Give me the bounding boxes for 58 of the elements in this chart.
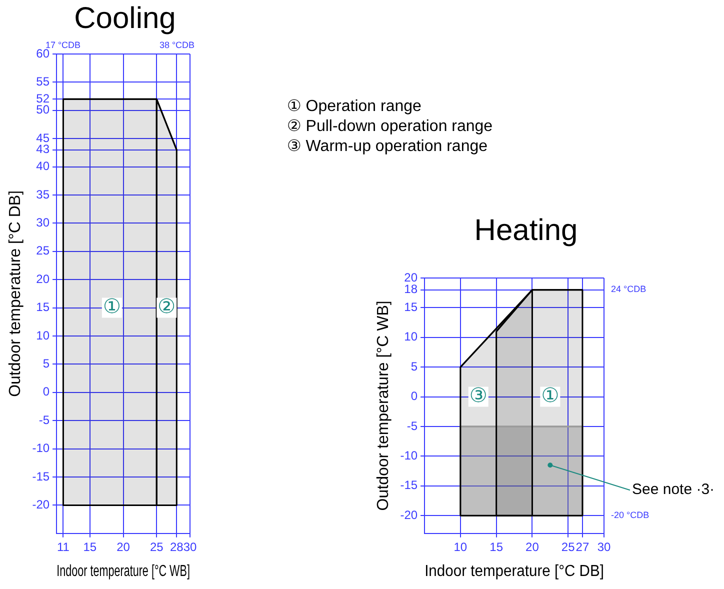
- text: ③ Warm-up operation range: [287, 137, 488, 156]
- y-tick-label: 5: [42, 356, 50, 371]
- y-tick-label: 20: [404, 270, 418, 284]
- annotation: ①: [541, 382, 560, 407]
- y-tick-label: 20: [36, 272, 50, 286]
- x-tick-label: 20: [116, 540, 130, 554]
- chart-title: Heating: [473, 214, 579, 248]
- x-tick-label: 20: [526, 540, 540, 554]
- text: 24 °CDB: [611, 284, 646, 295]
- x-tick-label: 25: [150, 540, 164, 554]
- text: 17 °CDB: [45, 40, 82, 50]
- y-tick-label: 15: [404, 300, 418, 314]
- y-tick-label: 50: [36, 102, 50, 117]
- y-tick-label: -15: [32, 469, 50, 484]
- x-tick-label: 30: [183, 540, 197, 554]
- y-tick-label: -5: [406, 418, 418, 433]
- y-tick-label: 43: [36, 142, 50, 156]
- annotation: ②: [158, 294, 176, 318]
- x-tick-label: 30: [597, 540, 611, 554]
- y-tick-label: 40: [36, 159, 50, 174]
- text: ① Operation range: [287, 97, 422, 116]
- y-tick-label: 18: [404, 282, 418, 296]
- y-tick-label: 55: [36, 74, 50, 89]
- y-tick-label: -10: [32, 441, 50, 456]
- y-axis-title: Outdoor temperature [°C DB]: [7, 190, 24, 397]
- y-tick-label: -15: [400, 478, 418, 492]
- y-tick-label: -20: [400, 508, 418, 522]
- y-tick-label: 5: [410, 359, 418, 374]
- y-tick-label: -5: [38, 412, 50, 427]
- chart-title: Cooling: [73, 2, 177, 36]
- y-tick-label: -20: [32, 498, 50, 512]
- y-tick-label: 10: [36, 328, 50, 342]
- x-axis-title: Indoor temperature [°C WB]: [56, 562, 190, 580]
- x-tick-label: 10: [454, 540, 468, 554]
- x-tick-label: 15: [83, 540, 97, 554]
- x-axis-title: Indoor temperature [°C DB]: [424, 562, 604, 580]
- x-tick-label: 27: [576, 540, 590, 554]
- y-tick-label: 35: [36, 187, 50, 202]
- text: ② Pull-down operation range: [287, 117, 493, 136]
- text: -20 °CDB: [611, 510, 650, 521]
- y-tick-label: 30: [36, 216, 50, 230]
- annotation: ①: [102, 294, 121, 318]
- text: 38 °CDB: [158, 40, 196, 51]
- y-tick-label: 45: [36, 130, 50, 145]
- x-tick-label: 28: [170, 540, 184, 554]
- y-tick-label: 52: [36, 91, 50, 106]
- y-tick-label: 15: [36, 300, 50, 314]
- y-tick-label: 10: [404, 330, 418, 344]
- annotation: See note ·3·: [632, 481, 715, 498]
- annotation: ③: [469, 382, 488, 407]
- y-tick-label: 0: [42, 384, 50, 399]
- y-tick-label: 0: [410, 389, 418, 404]
- y-tick-label: -10: [400, 448, 418, 462]
- x-tick-label: 11: [56, 540, 70, 554]
- x-tick-label: 15: [490, 540, 504, 554]
- x-tick-label: 25: [561, 540, 576, 554]
- y-axis-title: Outdoor temperature [°C WB]: [375, 300, 392, 511]
- y-tick-label: 25: [36, 244, 50, 258]
